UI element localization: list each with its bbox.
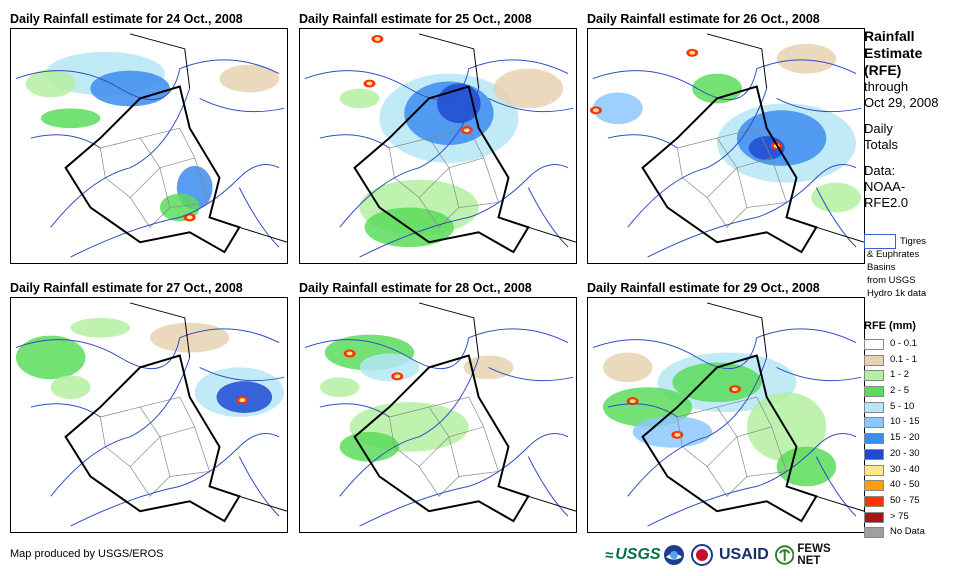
panel-title-28-oct: Daily Rainfall estimate for 28 Oct., 200… [299, 281, 532, 295]
rfe-legend-header: RFE (mm) [864, 320, 916, 332]
map-27-oct [10, 297, 288, 533]
rfe-color-swatch [864, 480, 884, 492]
basin-swatch [864, 234, 896, 249]
panel-title-26-oct: Daily Rainfall estimate for 26 Oct., 200… [587, 12, 820, 26]
map-26-oct [587, 28, 865, 264]
rfe-legend: RFE (mm) 0 - 0.1 0.1 - 1 1 - 2 2 - 5 5 - 10 1… [864, 320, 925, 542]
rfe-legend-item: 0.1 - 1 [864, 353, 917, 370]
rfe-legend-item: > 75 [864, 511, 916, 527]
map-28-oct [299, 297, 577, 533]
rfe-legend-item: 10 - 15 [864, 416, 920, 432]
rfe-legend-label: 30 - 40 [890, 463, 920, 475]
rfe-color-swatch [864, 527, 884, 539]
rfe-color-swatch [864, 370, 884, 382]
title-line-1: Rainfall [864, 28, 915, 44]
fews-logo: FEWS NET [775, 543, 855, 567]
rfe-legend-item: 50 - 75 [864, 495, 920, 511]
rfe-color-swatch [864, 464, 884, 476]
map-graphic [15, 33, 287, 258]
map-graphic [592, 302, 864, 527]
rfe-legend-item: 30 - 40 [864, 464, 920, 480]
rfe-legend-item: 0 - 0.1 [864, 338, 917, 354]
rfe-legend-item: 15 - 20 [864, 432, 920, 448]
sidebar-title: Rainfall Estimate (RFE) through Oct 29, … [864, 28, 938, 211]
usgs-logo-text: USGS [615, 546, 661, 563]
rfe-legend-label: 10 - 15 [890, 416, 920, 428]
rfe-legend-item: 5 - 10 [864, 401, 916, 417]
map-graphic [304, 33, 576, 258]
basin-line-4: from USGS [867, 275, 916, 286]
basin-line-5: Hydro 1k data [867, 288, 927, 299]
rfe-legend-label: > 75 [890, 510, 909, 522]
basin-line-1: Tigres [900, 236, 927, 247]
rfe-color-swatch [864, 401, 884, 413]
agency-logos: ≈ USGS USAID FEWS NET [605, 543, 855, 569]
map-29-oct [587, 297, 865, 533]
panel-title-29-oct: Daily Rainfall estimate for 29 Oct., 200… [587, 281, 820, 295]
rfe-legend-item: 1 - 2 [864, 369, 916, 385]
seal-logo [691, 543, 713, 567]
rfe-color-swatch [864, 339, 884, 350]
totals-text: Totals [864, 137, 898, 152]
map-graphic [589, 33, 864, 258]
rfe-legend-label: 40 - 50 [890, 479, 920, 491]
title-line-2: Estimate [864, 45, 923, 61]
fews-logo-text: FEWS NET [797, 543, 831, 567]
usaid-logo: USAID [719, 543, 769, 567]
rfe-color-swatch [864, 354, 884, 366]
rfe-legend-item: 2 - 5 [864, 385, 916, 401]
rfe-legend-label: No Data [890, 526, 925, 538]
rfe-legend-item: 20 - 30 [864, 448, 920, 464]
basin-line-2: & Euphrates [867, 249, 920, 260]
rfe-legend-label: 0.1 - 1 [890, 353, 917, 365]
rfe-color-swatch [864, 417, 884, 429]
title-line-3: (RFE) [864, 62, 902, 78]
panel-title-27-oct: Daily Rainfall estimate for 27 Oct., 200… [10, 281, 243, 295]
credit-text: Map produced by USGS/EROS [10, 548, 164, 560]
rfe-legend-item: 40 - 50 [864, 479, 920, 495]
data-label: Data: [864, 163, 896, 178]
map-25-oct [299, 28, 577, 264]
through-date: Oct 29, 2008 [864, 95, 939, 110]
rfe-color-swatch [864, 511, 884, 523]
rfe-legend-label: 20 - 30 [890, 447, 920, 459]
rfe-color-swatch [864, 386, 884, 398]
noaa-logo [663, 543, 685, 567]
map-graphic [15, 302, 287, 527]
rfe-legend-label: 0 - 0.1 [890, 338, 917, 349]
rfe-legend-item: No Data [864, 526, 925, 542]
through-text: through [864, 79, 909, 94]
rfe-legend-label: 50 - 75 [890, 494, 920, 506]
rfe-legend-label: 15 - 20 [890, 432, 920, 444]
rfe-color-swatch [864, 433, 884, 445]
data-source-1: NOAA- [864, 179, 906, 194]
map-graphic [304, 302, 576, 527]
usaid-logo-text: USAID [719, 546, 769, 563]
rfe-color-swatch [864, 495, 884, 507]
data-source-2: RFE2.0 [864, 195, 909, 210]
daily-text: Daily [864, 121, 893, 136]
rfe-legend-label: 1 - 2 [890, 369, 910, 381]
panel-title-25-oct: Daily Rainfall estimate for 25 Oct., 200… [299, 12, 532, 26]
rfe-legend-label: 5 - 10 [890, 400, 915, 412]
basin-line-3: Basins [867, 262, 896, 273]
rfe-color-swatch [864, 448, 884, 460]
usgs-logo: ≈ USGS [605, 546, 661, 564]
rfe-legend-label: 2 - 5 [890, 385, 910, 397]
panel-title-24-oct: Daily Rainfall estimate for 24 Oct., 200… [10, 12, 243, 26]
map-24-oct [10, 28, 288, 264]
